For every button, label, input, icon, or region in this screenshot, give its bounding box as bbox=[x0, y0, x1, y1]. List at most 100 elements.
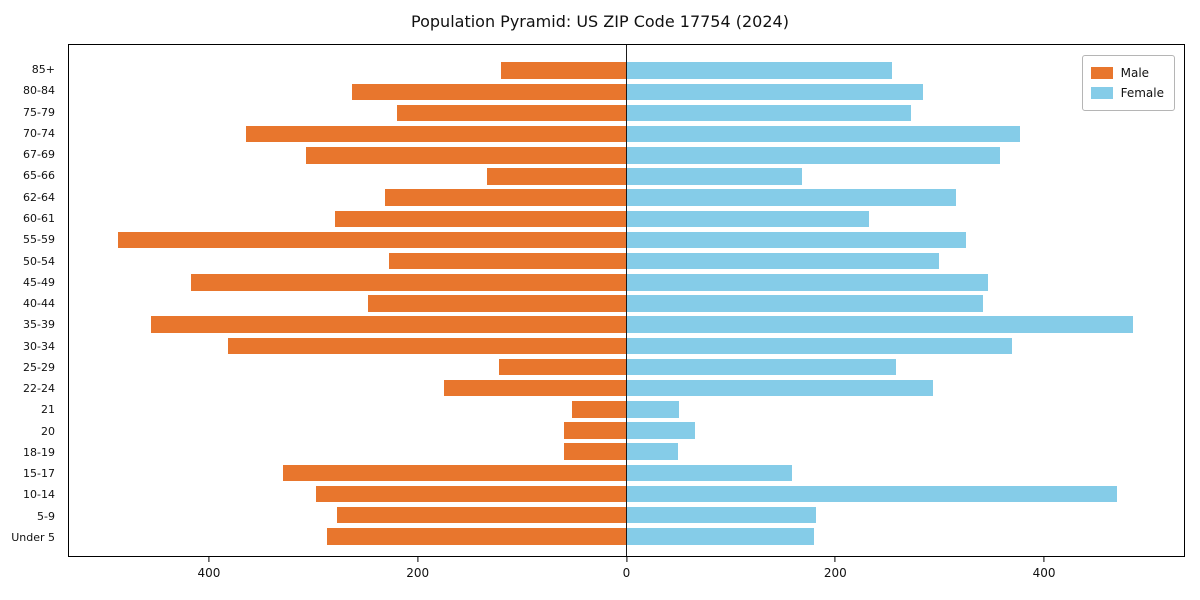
pyramid-rows bbox=[69, 45, 1184, 556]
female-bar bbox=[626, 252, 940, 270]
female-bar bbox=[626, 443, 678, 460]
y-tick-label: 40-44 bbox=[23, 297, 55, 311]
y-tick-label: 15-17 bbox=[23, 467, 55, 481]
bar-row bbox=[69, 356, 1184, 377]
y-tick-label: 60-61 bbox=[23, 211, 55, 225]
y-tick-label: 75-79 bbox=[23, 105, 55, 119]
bar-row bbox=[69, 378, 1184, 399]
female-bar bbox=[626, 422, 696, 439]
male-bar bbox=[151, 316, 627, 333]
male-bar bbox=[305, 147, 627, 164]
bar-row bbox=[69, 293, 1184, 314]
legend: Male Female bbox=[1081, 55, 1175, 111]
bar-row bbox=[69, 229, 1184, 250]
male-bar bbox=[117, 231, 627, 249]
male-bar bbox=[352, 83, 627, 100]
legend-label-female: Female bbox=[1120, 86, 1164, 100]
plot-area: Male Female bbox=[68, 44, 1185, 557]
y-tick-label: 80-84 bbox=[23, 84, 55, 98]
y-tick-label: 20 bbox=[41, 424, 55, 438]
bar-row bbox=[69, 272, 1184, 293]
x-tick-label: 0 bbox=[622, 566, 631, 580]
y-tick-label: 35-39 bbox=[23, 318, 55, 332]
male-bar bbox=[327, 528, 627, 545]
chart-title: Population Pyramid: US ZIP Code 17754 (2… bbox=[411, 12, 789, 31]
female-bar bbox=[626, 168, 802, 185]
male-bar bbox=[246, 125, 627, 143]
zero-axis-line bbox=[625, 45, 628, 556]
female-bar bbox=[626, 274, 989, 291]
male-bar bbox=[486, 168, 627, 185]
male-bar bbox=[444, 379, 627, 397]
legend-item-male: Male bbox=[1090, 63, 1164, 83]
y-tick-label: 45-49 bbox=[23, 275, 55, 289]
y-tick-label: 85+ bbox=[31, 63, 55, 77]
female-bar bbox=[626, 189, 956, 206]
y-tick-label: 50-54 bbox=[23, 254, 55, 268]
male-bar bbox=[282, 464, 627, 482]
y-tick-label: 55-59 bbox=[23, 233, 55, 247]
x-tick-mark bbox=[1043, 557, 1045, 562]
y-tick-label: 62-64 bbox=[23, 190, 55, 204]
male-bar bbox=[563, 422, 627, 439]
female-bar bbox=[626, 358, 897, 376]
female-bar bbox=[626, 464, 793, 482]
bar-row bbox=[69, 526, 1184, 547]
x-tick-label: 200 bbox=[823, 566, 847, 580]
female-bar bbox=[626, 62, 893, 79]
female-bar bbox=[626, 485, 1118, 503]
x-tick-mark bbox=[834, 557, 836, 562]
bar-row bbox=[69, 399, 1184, 420]
female-bar bbox=[626, 147, 1000, 164]
y-tick-label: 21 bbox=[41, 403, 55, 417]
legend-label-male: Male bbox=[1120, 66, 1150, 80]
female-bar bbox=[626, 337, 1013, 355]
female-bar bbox=[626, 83, 924, 100]
female-bar bbox=[626, 506, 817, 524]
bar-row bbox=[69, 483, 1184, 504]
y-tick-label: 5-9 bbox=[37, 509, 55, 523]
bar-row bbox=[69, 505, 1184, 526]
male-bar bbox=[384, 189, 627, 206]
female-color-swatch bbox=[1090, 87, 1113, 99]
y-tick-label: 18-19 bbox=[23, 445, 55, 459]
bar-row bbox=[69, 102, 1184, 123]
legend-item-female: Female bbox=[1090, 83, 1164, 103]
male-bar bbox=[572, 401, 627, 418]
x-tick-label: 200 bbox=[406, 566, 430, 580]
bar-row bbox=[69, 314, 1184, 335]
male-bar bbox=[336, 506, 627, 524]
female-bar bbox=[626, 231, 967, 249]
female-bar bbox=[626, 379, 933, 397]
x-tick-mark bbox=[417, 557, 419, 562]
bar-row bbox=[69, 335, 1184, 356]
y-tick-label: 25-29 bbox=[23, 360, 55, 374]
bar-row bbox=[69, 145, 1184, 166]
y-axis-labels: 85+ 80-84 75-79 70-74 67-69 65-66 62-64 60-61 55… bbox=[0, 44, 62, 557]
male-bar bbox=[499, 358, 627, 376]
bar-row bbox=[69, 420, 1184, 441]
bar-row bbox=[69, 462, 1184, 483]
male-bar bbox=[397, 104, 627, 122]
male-bar bbox=[501, 62, 627, 79]
bar-row bbox=[69, 60, 1184, 81]
male-bar bbox=[228, 337, 627, 355]
female-bar bbox=[626, 401, 679, 418]
y-tick-label: 10-14 bbox=[23, 488, 55, 502]
male-bar bbox=[315, 485, 627, 503]
female-bar bbox=[626, 104, 911, 122]
bar-row bbox=[69, 251, 1184, 272]
female-bar bbox=[626, 316, 1133, 333]
x-axis: 400 200 0 200 400 bbox=[68, 557, 1185, 587]
y-tick-label: 65-66 bbox=[23, 169, 55, 183]
male-bar bbox=[563, 443, 627, 460]
x-tick-mark bbox=[208, 557, 210, 562]
y-tick-label: Under 5 bbox=[11, 530, 55, 544]
male-color-swatch bbox=[1090, 67, 1113, 79]
bar-row bbox=[69, 441, 1184, 462]
female-bar bbox=[626, 528, 815, 545]
y-tick-label: 70-74 bbox=[23, 126, 55, 140]
male-bar bbox=[334, 210, 627, 228]
male-bar bbox=[368, 295, 627, 312]
y-tick-label: 67-69 bbox=[23, 148, 55, 162]
